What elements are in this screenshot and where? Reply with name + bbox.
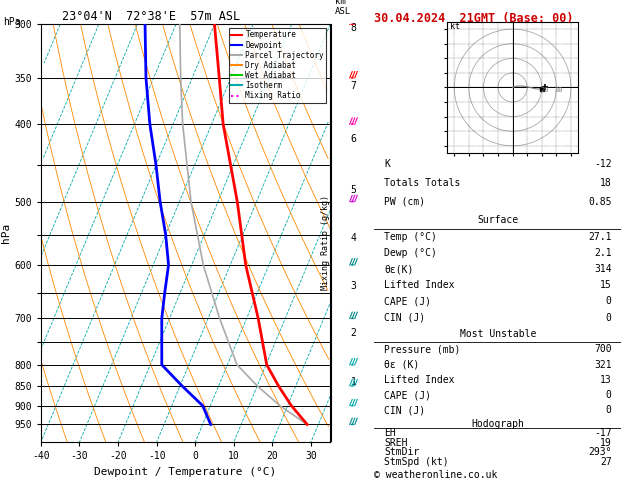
Text: 0: 0 <box>606 390 611 400</box>
Text: 3: 3 <box>350 281 357 291</box>
Text: 1: 1 <box>350 377 357 387</box>
Text: 2: 2 <box>350 328 357 338</box>
Text: θε (K): θε (K) <box>384 360 420 370</box>
Text: SREH: SREH <box>384 438 408 448</box>
Text: Mixing Ratio (g/kg): Mixing Ratio (g/kg) <box>321 195 330 291</box>
Title: 23°04'N  72°38'E  57m ASL: 23°04'N 72°38'E 57m ASL <box>62 10 240 23</box>
Text: 30.04.2024  21GMT (Base: 00): 30.04.2024 21GMT (Base: 00) <box>374 12 574 25</box>
Text: 30: 30 <box>555 87 564 93</box>
Text: 27: 27 <box>600 457 611 467</box>
Text: 27.1: 27.1 <box>588 232 611 242</box>
Text: 0.85: 0.85 <box>588 197 611 207</box>
Text: 0: 0 <box>606 296 611 306</box>
Text: 7: 7 <box>350 81 357 91</box>
Text: -12: -12 <box>594 158 611 169</box>
Text: CIN (J): CIN (J) <box>384 312 425 323</box>
Text: K: K <box>384 158 390 169</box>
Text: 0: 0 <box>606 405 611 416</box>
Text: CAPE (J): CAPE (J) <box>384 390 431 400</box>
Text: Most Unstable: Most Unstable <box>460 329 536 339</box>
Text: Lifted Index: Lifted Index <box>384 375 455 385</box>
Text: Totals Totals: Totals Totals <box>384 178 460 188</box>
Text: Lifted Index: Lifted Index <box>384 280 455 290</box>
Text: 19: 19 <box>600 438 611 448</box>
Text: Surface: Surface <box>477 215 518 226</box>
Text: 0: 0 <box>606 312 611 323</box>
Text: 13: 13 <box>600 375 611 385</box>
Text: 6: 6 <box>350 135 357 144</box>
Text: θε(K): θε(K) <box>384 264 413 274</box>
Text: Pressure (mb): Pressure (mb) <box>384 345 460 354</box>
Text: Hodograph: Hodograph <box>471 419 525 429</box>
Text: PW (cm): PW (cm) <box>384 197 425 207</box>
Text: kt: kt <box>450 22 460 31</box>
Text: Temp (°C): Temp (°C) <box>384 232 437 242</box>
Text: 15: 15 <box>600 280 611 290</box>
X-axis label: Dewpoint / Temperature (°C): Dewpoint / Temperature (°C) <box>94 467 277 477</box>
Text: 20: 20 <box>540 87 549 93</box>
Text: 2.1: 2.1 <box>594 248 611 258</box>
Text: hPa: hPa <box>3 17 21 27</box>
Text: km
ASL: km ASL <box>335 0 351 16</box>
Text: 5: 5 <box>350 185 357 194</box>
Text: 700: 700 <box>594 345 611 354</box>
Text: 4: 4 <box>350 233 357 243</box>
Text: CIN (J): CIN (J) <box>384 405 425 416</box>
Text: StmSpd (kt): StmSpd (kt) <box>384 457 448 467</box>
Text: CAPE (J): CAPE (J) <box>384 296 431 306</box>
Legend: Temperature, Dewpoint, Parcel Trajectory, Dry Adiabat, Wet Adiabat, Isotherm, Mi: Temperature, Dewpoint, Parcel Trajectory… <box>229 28 326 103</box>
Text: 321: 321 <box>594 360 611 370</box>
Text: 18: 18 <box>600 178 611 188</box>
Text: 314: 314 <box>594 264 611 274</box>
Text: © weatheronline.co.uk: © weatheronline.co.uk <box>374 470 498 480</box>
Text: EH: EH <box>384 428 396 438</box>
Text: 293°: 293° <box>588 447 611 457</box>
Y-axis label: hPa: hPa <box>1 223 11 243</box>
Text: StmDir: StmDir <box>384 447 420 457</box>
Text: 8: 8 <box>350 23 357 33</box>
Text: -17: -17 <box>594 428 611 438</box>
Text: Dewp (°C): Dewp (°C) <box>384 248 437 258</box>
